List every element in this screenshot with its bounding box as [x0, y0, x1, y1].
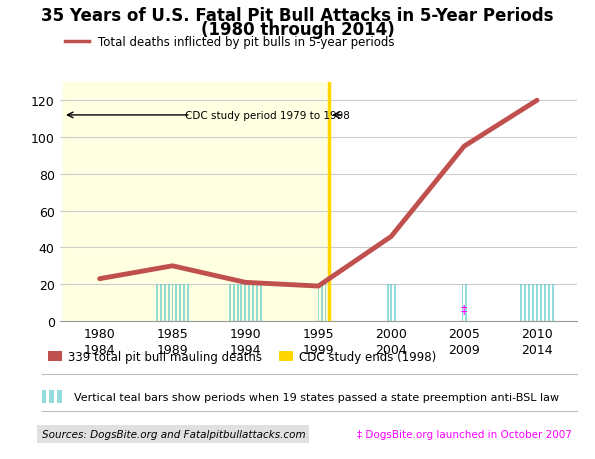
- Legend: 339 total pit bull mauling deaths, CDC study ends (1998): 339 total pit bull mauling deaths, CDC s…: [48, 351, 437, 364]
- Bar: [260, 285, 262, 321]
- Bar: [245, 285, 246, 321]
- Text: ‡: ‡: [461, 303, 467, 316]
- Bar: [325, 285, 326, 321]
- Bar: [187, 285, 189, 321]
- Bar: [171, 285, 174, 321]
- Bar: [548, 285, 550, 321]
- Bar: [390, 285, 392, 321]
- Text: ‡ DogsBite.org launched in October 2007: ‡ DogsBite.org launched in October 2007: [357, 429, 572, 439]
- Bar: [183, 285, 185, 321]
- Bar: [237, 285, 239, 321]
- Bar: [540, 285, 542, 321]
- Bar: [228, 285, 231, 321]
- Bar: [159, 285, 162, 321]
- Bar: [233, 285, 234, 321]
- Bar: [536, 285, 538, 321]
- Bar: [394, 285, 396, 321]
- Text: (1980 through 2014): (1980 through 2014): [201, 21, 394, 39]
- Bar: [528, 285, 530, 321]
- Bar: [180, 285, 181, 321]
- Bar: [256, 285, 258, 321]
- Bar: [462, 285, 464, 321]
- Text: 35 Years of U.S. Fatal Pit Bull Attacks in 5-Year Periods: 35 Years of U.S. Fatal Pit Bull Attacks …: [41, 7, 554, 25]
- Bar: [168, 285, 170, 321]
- Bar: [544, 285, 546, 321]
- Bar: [524, 285, 526, 321]
- Bar: [240, 285, 242, 321]
- Bar: [387, 285, 389, 321]
- Bar: [520, 285, 522, 321]
- Legend: Total deaths inflicted by pit bulls in 5-year periods: Total deaths inflicted by pit bulls in 5…: [65, 36, 395, 49]
- Bar: [63, 83, 329, 321]
- Bar: [318, 285, 320, 321]
- Text: Sources: DogsBite.org and Fatalpitbullattacks.com: Sources: DogsBite.org and Fatalpitbullat…: [42, 429, 305, 439]
- Bar: [252, 285, 254, 321]
- Bar: [465, 285, 466, 321]
- Bar: [552, 285, 554, 321]
- Bar: [176, 285, 177, 321]
- Bar: [532, 285, 534, 321]
- Bar: [156, 285, 158, 321]
- Bar: [164, 285, 165, 321]
- Bar: [321, 285, 323, 321]
- Text: Vertical teal bars show periods when 19 states passed a state preemption anti-BS: Vertical teal bars show periods when 19 …: [74, 392, 559, 402]
- Text: CDC study period 1979 to 1998: CDC study period 1979 to 1998: [185, 111, 350, 121]
- Bar: [248, 285, 250, 321]
